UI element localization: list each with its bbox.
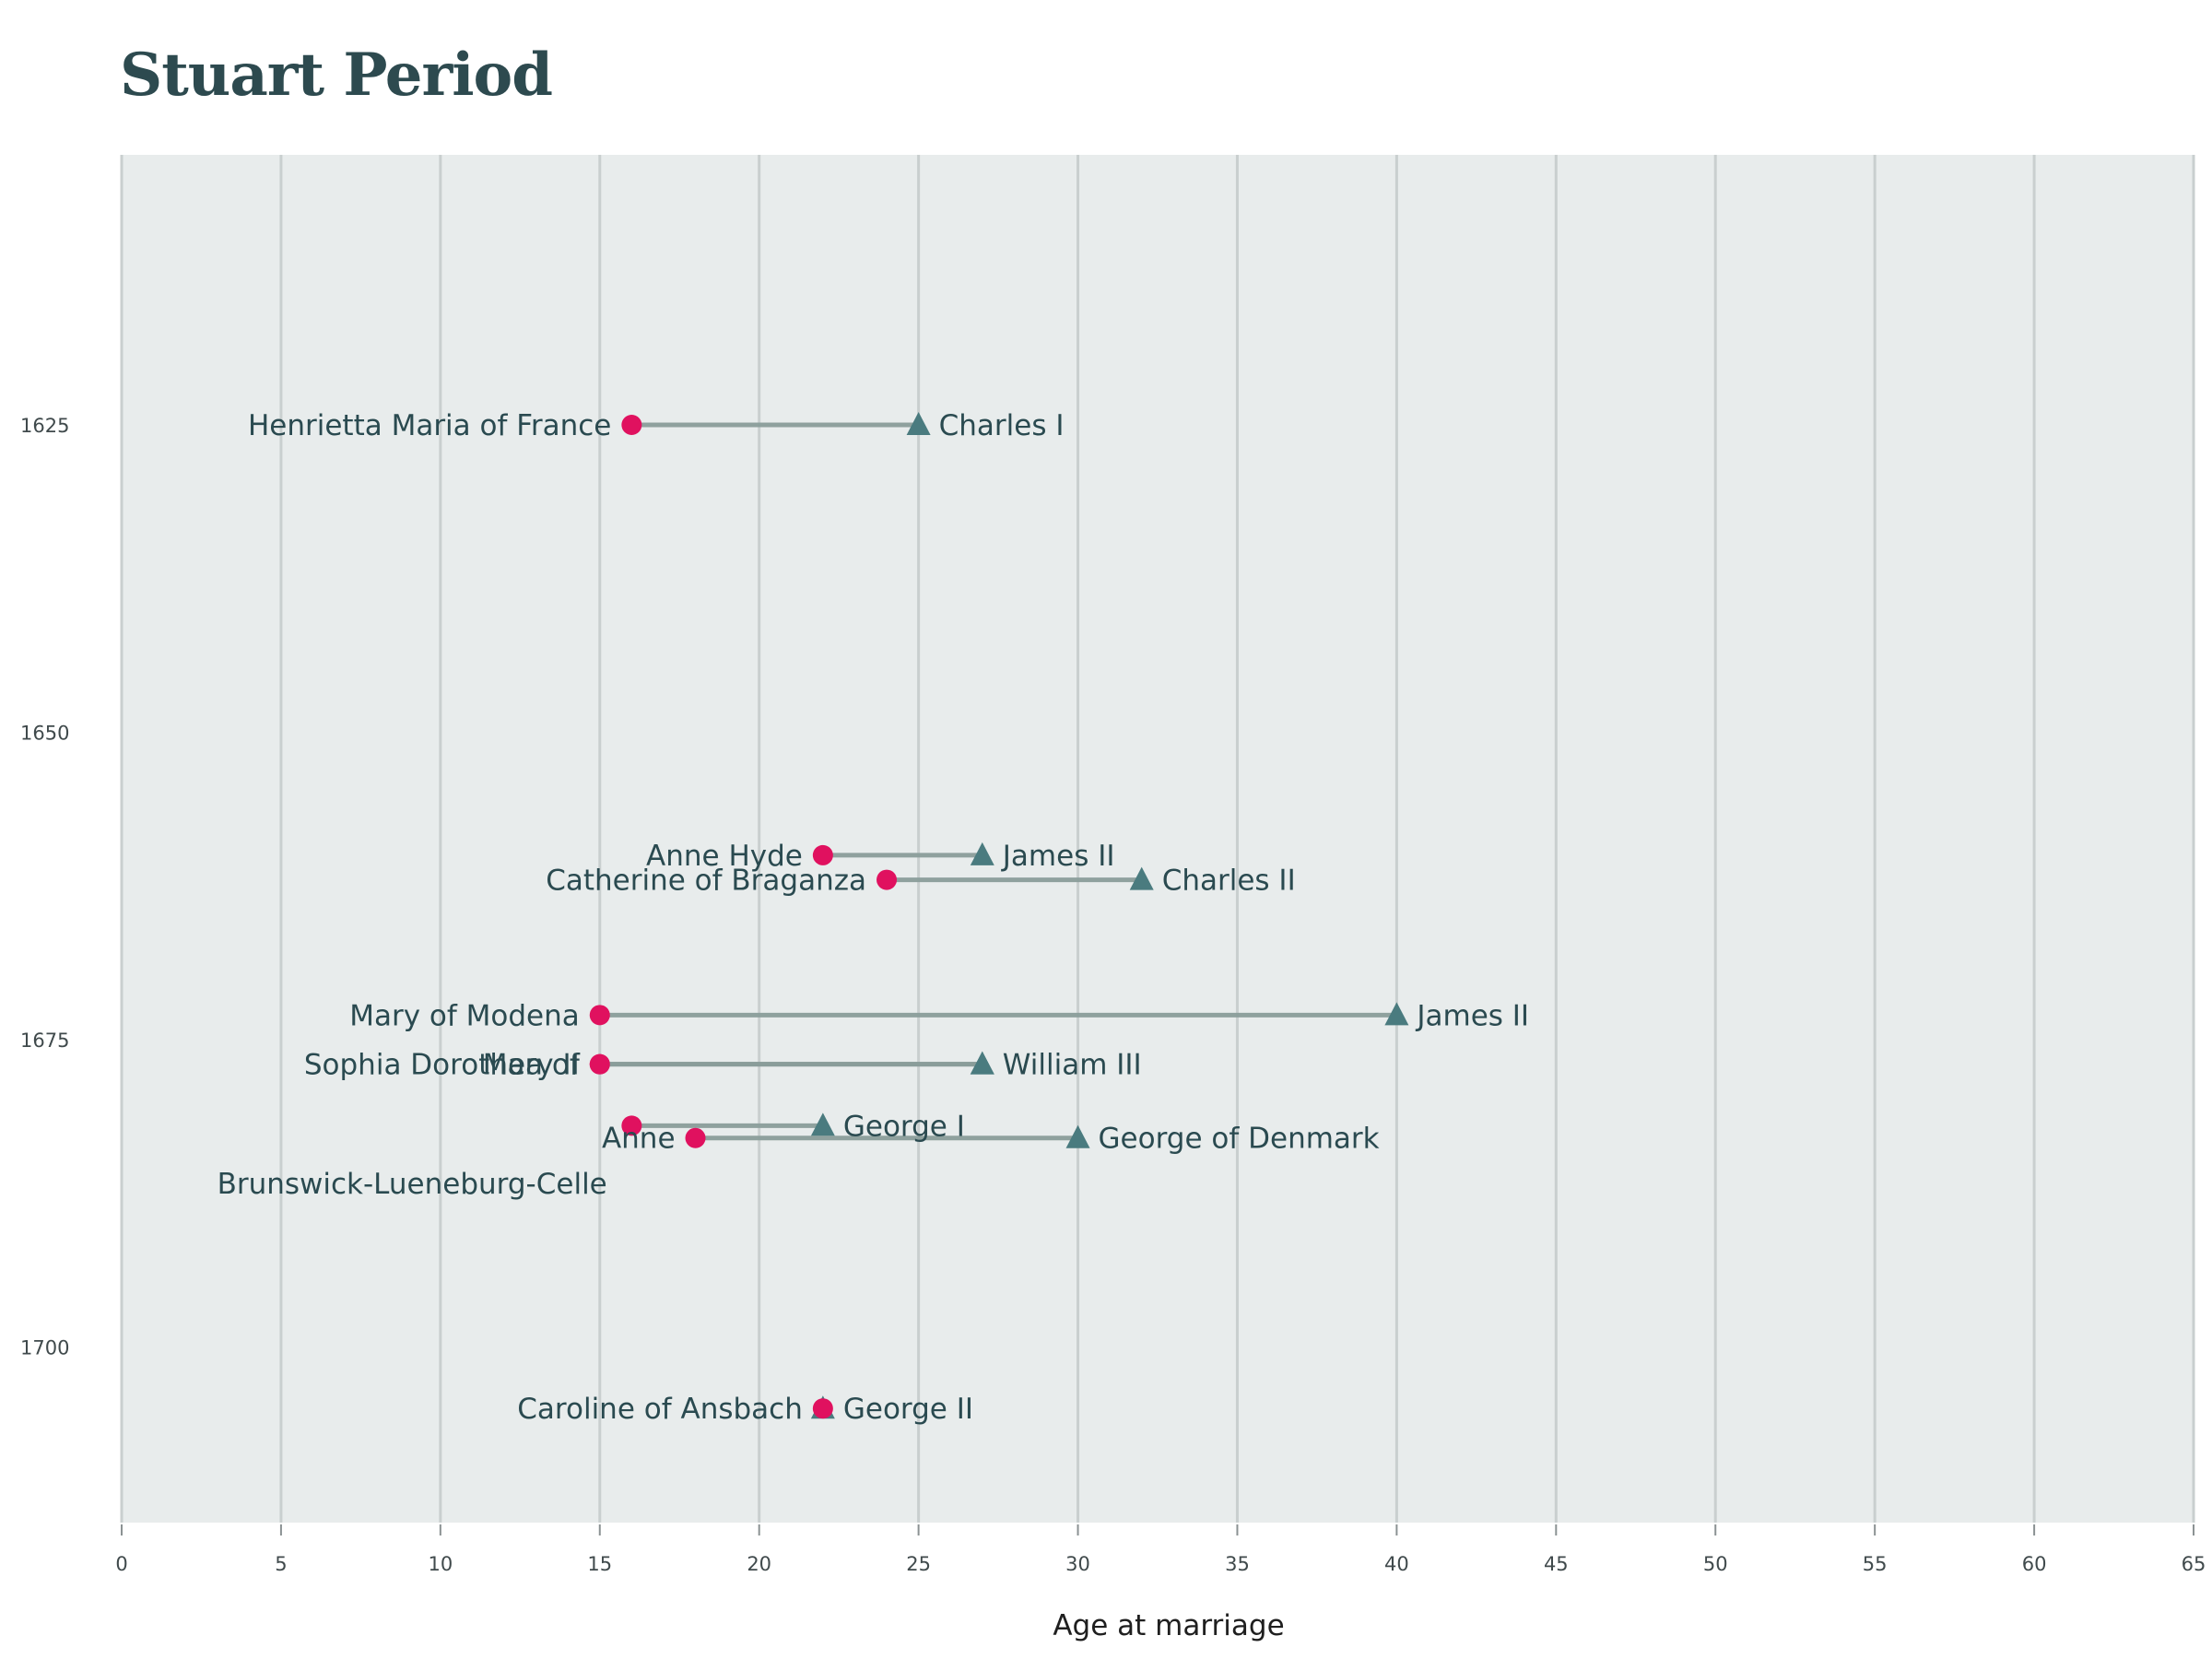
husband-point	[970, 841, 994, 865]
husband-label: Charles II	[1162, 865, 1296, 898]
wife-point	[621, 415, 642, 435]
point-labels: Charles I Henrietta Maria of France James …	[218, 409, 1530, 1426]
wife-label: Mary II	[483, 1049, 580, 1082]
x-tick-label: 60	[2022, 1553, 2047, 1575]
husband-point	[1065, 1124, 1090, 1148]
wife-label: Sophia Dorothea of	[304, 1049, 581, 1082]
y-tick-label: 1700	[20, 1337, 69, 1359]
husband-label: George of Denmark	[1099, 1123, 1380, 1156]
x-tick-label: 0	[115, 1553, 127, 1575]
wife-point	[877, 869, 898, 890]
y-tick-label: 1650	[20, 723, 69, 745]
wife-label-continuation: Brunswick-Lueneburg-Celle	[218, 1168, 607, 1201]
husband-point	[1129, 866, 1154, 890]
y-axis-ticks: 1625 1650 1675 1700	[20, 415, 69, 1359]
wife-label: Mary of Modena	[349, 999, 580, 1032]
x-tick-label: 45	[1544, 1553, 1569, 1575]
chart-title: Stuart Period	[120, 41, 553, 110]
y-tick-label: 1675	[20, 1030, 69, 1052]
wife-label: Anne Hyde	[646, 840, 803, 873]
wife-point	[621, 1115, 642, 1136]
x-tick-label: 5	[275, 1553, 287, 1575]
wife-label: Anne	[602, 1123, 676, 1156]
husband-point	[1384, 1002, 1409, 1026]
wife-label: Caroline of Ansbach	[517, 1393, 803, 1426]
wife-point	[812, 1398, 833, 1419]
wife-point	[589, 1053, 610, 1075]
x-tick-label: 35	[1225, 1553, 1250, 1575]
x-tick-label: 15	[587, 1553, 612, 1575]
husband-label: James II	[1415, 999, 1529, 1032]
husband-label: George II	[843, 1393, 973, 1426]
husband-point	[810, 1112, 835, 1136]
wife-label: Catherine of Braganza	[546, 865, 866, 898]
husband-label: William III	[1003, 1049, 1142, 1082]
husband-point	[906, 412, 931, 435]
husband-label: James II	[1001, 840, 1115, 873]
x-axis-title: Age at marriage	[1053, 1609, 1284, 1642]
husband-label: George I	[843, 1110, 965, 1143]
x-tick-label: 30	[1065, 1553, 1090, 1575]
wife-point	[812, 844, 833, 865]
y-tick-label: 1625	[20, 415, 69, 437]
husband-point	[970, 1051, 994, 1075]
husband-label: Charles I	[939, 409, 1065, 442]
gridlines	[120, 155, 2195, 1523]
x-tick-label: 65	[2182, 1553, 2206, 1575]
x-tick-label: 20	[747, 1553, 771, 1575]
dumbbell-marks	[589, 412, 1409, 1419]
x-axis-ticks: 0 5 10 15 20 25 30 35 40 45 50 55 60 65	[115, 1524, 2206, 1575]
wife-label: Henrietta Maria of France	[248, 409, 611, 442]
x-tick-label: 40	[1384, 1553, 1409, 1575]
x-tick-label: 25	[906, 1553, 931, 1575]
x-tick-label: 10	[428, 1553, 453, 1575]
x-tick-label: 50	[1703, 1553, 1728, 1575]
wife-point	[589, 1005, 610, 1026]
wife-point	[685, 1127, 706, 1148]
plot-panel	[122, 155, 2194, 1523]
x-tick-label: 55	[1863, 1553, 1888, 1575]
